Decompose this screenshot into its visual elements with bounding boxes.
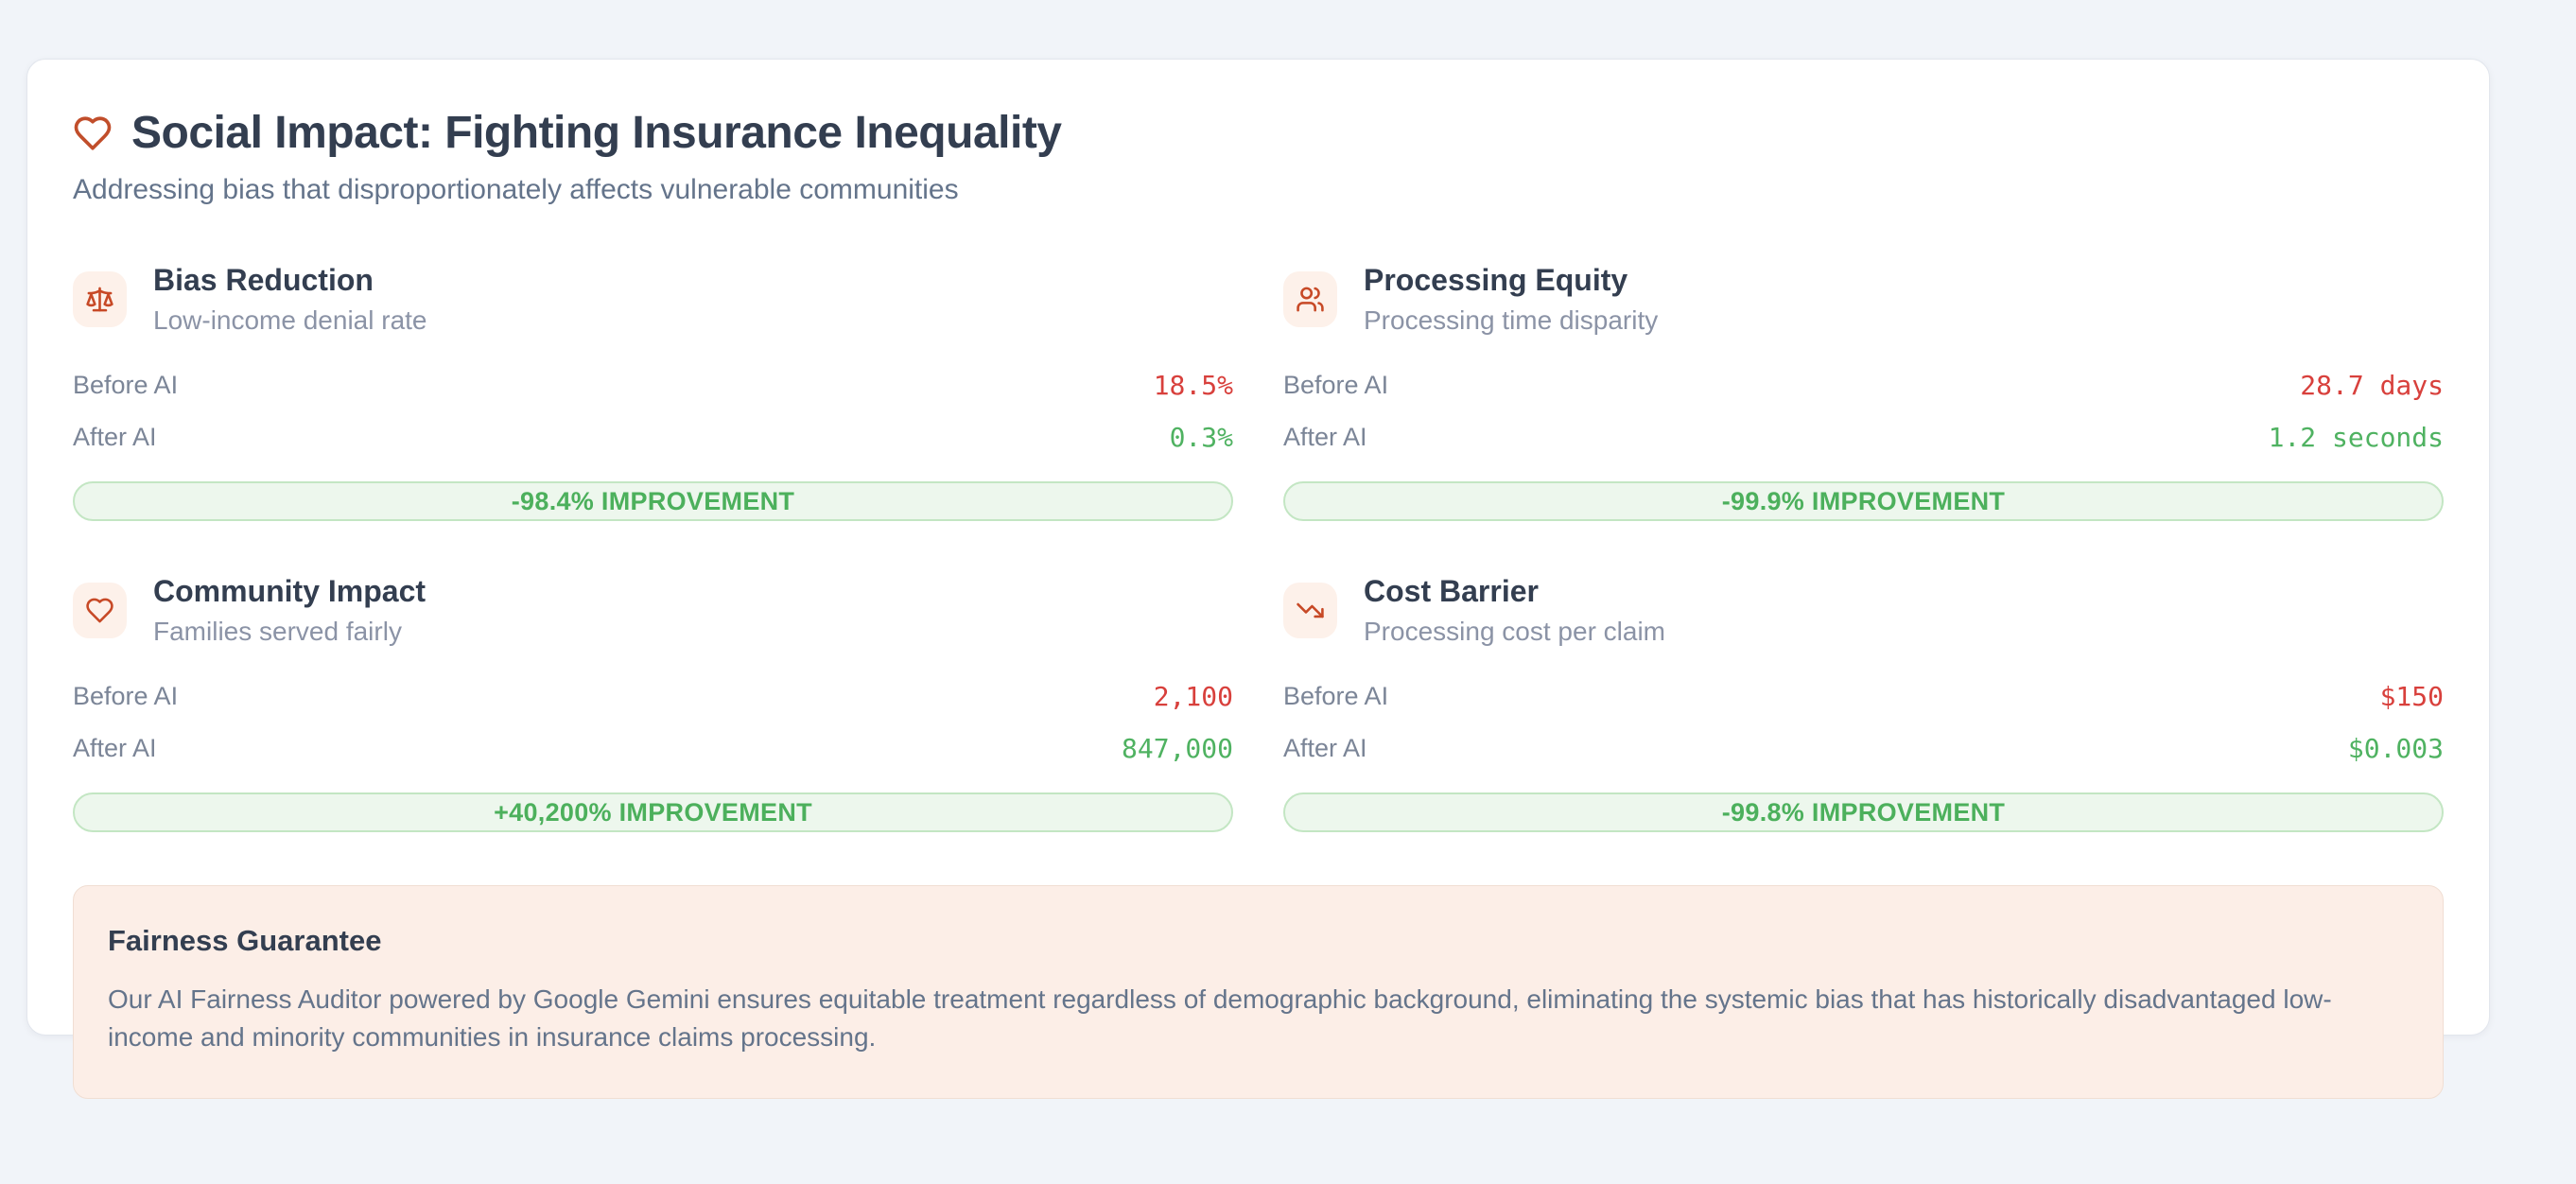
after-ai-label: After AI [1283,734,1367,762]
metric-title: Processing Equity [1364,263,1628,297]
social-impact-panel: Social Impact: Fighting Insurance Inequa… [26,59,2490,1099]
metric-card-bias-reduction: Bias Reduction Low-income denial rate Be… [73,263,1233,521]
metric-subtitle: Processing cost per claim [1364,617,1666,646]
before-ai-label: Before AI [1283,371,1389,399]
metrics-grid: Bias Reduction Low-income denial rate Be… [73,263,2444,832]
before-ai-row: Before AI 2,100 [73,681,1233,712]
after-ai-value: 1.2 seconds [2268,422,2444,453]
improvement-badge: -99.8% IMPROVEMENT [1283,792,2444,832]
after-ai-value: $0.003 [2347,733,2444,764]
page-title: Social Impact: Fighting Insurance Inequa… [131,108,1062,158]
fairness-body-text: Our AI Fairness Auditor powered by Googl… [108,984,2332,1052]
metric-title: Bias Reduction [153,263,374,297]
after-ai-row: After AI 1.2 seconds [1283,422,2444,453]
trending-down-icon [1297,602,1324,618]
fairness-guarantee-box: Fairness Guarantee Our AI Fairness Audit… [73,885,2444,1099]
page-subtitle: Addressing bias that disproportionately … [73,174,959,205]
metric-card-cost-barrier: Cost Barrier Processing cost per claim B… [1283,574,2444,832]
before-ai-value: 18.5% [1153,370,1233,401]
metric-header: Bias Reduction Low-income denial rate [73,263,1233,336]
before-ai-value: $150 [2379,681,2444,712]
after-ai-label: After AI [73,734,157,762]
after-ai-row: After AI 847,000 [73,733,1233,764]
before-ai-label: Before AI [1283,682,1389,710]
metric-subtitle: Low-income denial rate [153,305,427,335]
panel-header: Social Impact: Fighting Insurance Inequa… [73,107,2444,159]
improvement-badge: +40,200% IMPROVEMENT [73,792,1233,832]
metric-title: Community Impact [153,574,426,608]
metric-header: Cost Barrier Processing cost per claim [1283,574,2444,647]
metric-subtitle: Processing time disparity [1364,305,1659,335]
before-ai-row: Before AI $150 [1283,681,2444,712]
after-ai-label: After AI [1283,423,1367,451]
after-ai-value: 847,000 [1121,733,1233,764]
icon-badge [1283,271,1337,327]
after-ai-value: 0.3% [1169,422,1233,453]
before-ai-value: 2,100 [1153,681,1233,712]
icon-badge [1283,583,1337,638]
icon-badge [73,583,127,638]
improvement-badge: -98.4% IMPROVEMENT [73,481,1233,521]
scale-icon [86,287,113,312]
after-ai-row: After AI 0.3% [73,422,1233,453]
metric-card-processing-equity: Processing Equity Processing time dispar… [1283,263,2444,521]
metric-subtitle: Families served fairly [153,617,402,646]
after-ai-label: After AI [73,423,157,451]
after-ai-row: After AI $0.003 [1283,733,2444,764]
before-ai-label: Before AI [73,682,179,710]
before-ai-row: Before AI 18.5% [73,370,1233,401]
heart-icon [74,115,112,150]
before-ai-label: Before AI [73,371,179,399]
metric-card-community-impact: Community Impact Families served fairly … [73,574,1233,832]
metric-header: Community Impact Families served fairly [73,574,1233,647]
before-ai-row: Before AI 28.7 days [1283,370,2444,401]
improvement-badge: -99.9% IMPROVEMENT [1283,481,2444,521]
metric-header: Processing Equity Processing time dispar… [1283,263,2444,336]
fairness-title: Fairness Guarantee [108,924,382,957]
icon-badge [73,271,127,327]
metric-title: Cost Barrier [1364,574,1539,608]
users-icon [1297,287,1324,312]
heart-icon [86,598,113,623]
before-ai-value: 28.7 days [2300,370,2444,401]
